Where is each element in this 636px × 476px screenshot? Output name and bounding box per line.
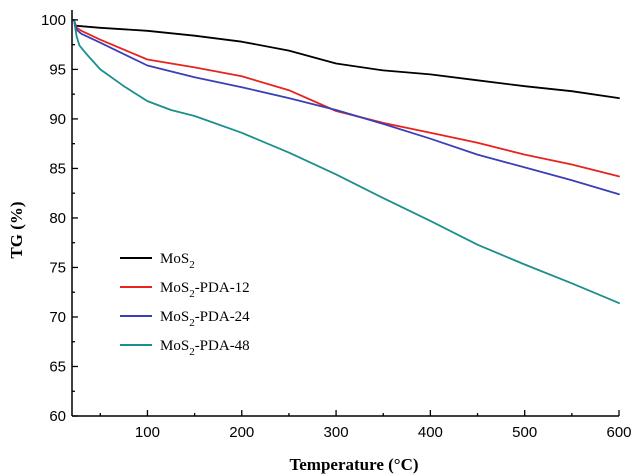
y-tick-label: 60 xyxy=(49,408,66,425)
y-tick-label: 70 xyxy=(49,309,66,326)
x-tick-label: 500 xyxy=(512,424,537,441)
y-tick-label: 85 xyxy=(49,160,66,177)
series-line-1 xyxy=(75,24,620,99)
y-tick-label: 80 xyxy=(49,210,66,227)
ticks: 100 200 300 400 500 600 60 65 70 75 80 85 90 95 100 xyxy=(41,12,632,441)
x-tick-label: 200 xyxy=(229,424,254,441)
y-tick-label: 95 xyxy=(49,61,66,78)
series-line-2 xyxy=(73,18,620,178)
y-tick-label: 90 xyxy=(49,111,66,128)
x-tick-label: 300 xyxy=(324,424,349,441)
series-line-3 xyxy=(73,18,620,196)
legend-label-2: MoS2-PDA-12 xyxy=(160,280,250,300)
legend-label-3: MoS2-PDA-24 xyxy=(160,309,250,329)
y-tick-label: 75 xyxy=(49,259,66,276)
y-tick-label: 65 xyxy=(49,358,66,375)
plot-lines xyxy=(73,18,620,305)
axes xyxy=(71,10,619,417)
legend-label-1: MoS2 xyxy=(160,251,195,271)
x-tick-label: 600 xyxy=(606,424,631,441)
y-axis-title: TG (%) xyxy=(7,201,26,258)
legend: MoS2 MoS2-PDA-12 MoS2-PDA-24 MoS2-PDA-48 xyxy=(120,251,250,358)
y-tick-label: 100 xyxy=(41,12,66,29)
legend-label-4: MoS2-PDA-48 xyxy=(160,338,250,358)
series-line-4 xyxy=(73,18,620,305)
x-axis-title: Temperature (°C) xyxy=(289,455,418,474)
x-tick-label: 400 xyxy=(418,424,443,441)
x-tick-label: 100 xyxy=(135,424,160,441)
